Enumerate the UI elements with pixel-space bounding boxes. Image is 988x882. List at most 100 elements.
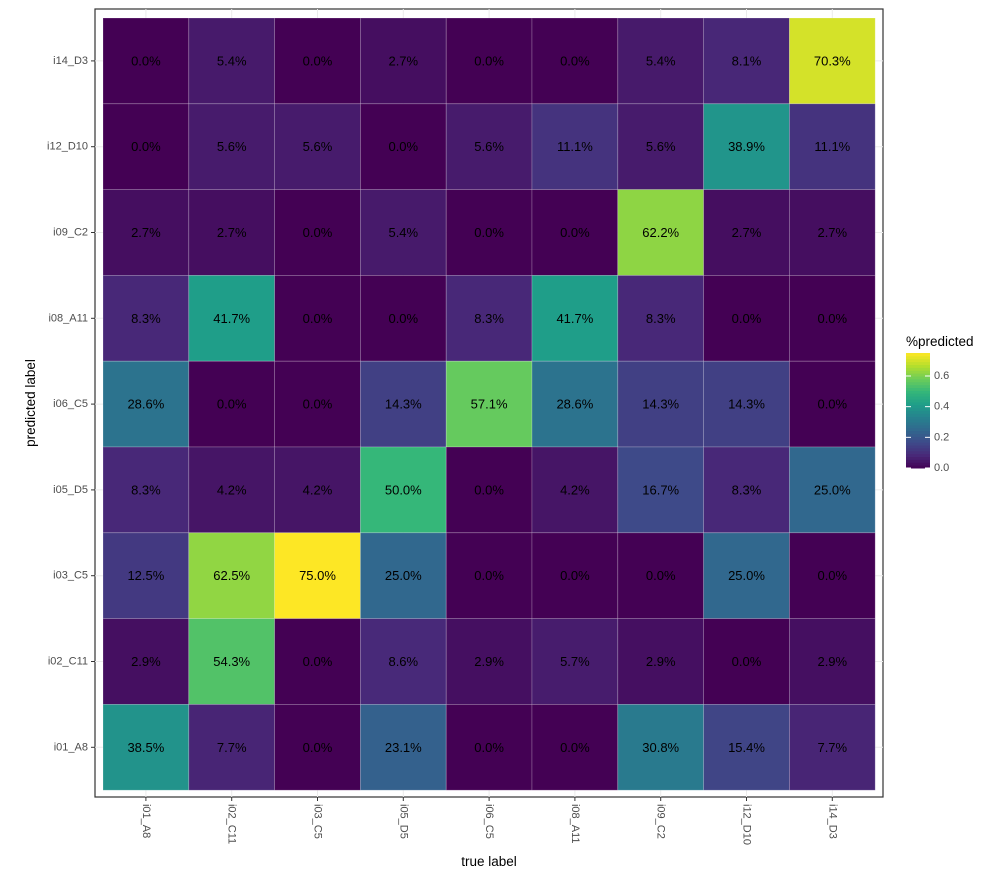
heatmap-tile <box>274 274 361 362</box>
legend-colorbar-segment <box>906 422 930 426</box>
tile-value-label: 2.9% <box>817 654 847 669</box>
heatmap-tile <box>445 618 533 705</box>
heatmap-tile <box>445 704 533 791</box>
legend-colorbar-segment <box>906 436 930 440</box>
heatmap-tile <box>703 446 790 534</box>
heatmap-tile <box>359 103 447 191</box>
heatmap-tile <box>703 103 790 191</box>
y-tick-label: i01_A8 <box>54 741 88 753</box>
heatmap-tile <box>789 618 876 705</box>
heatmap-tile <box>359 189 447 276</box>
tile-value-label: 70.3% <box>814 53 851 68</box>
heatmap-tile <box>703 17 790 105</box>
legend-colorbar-segment <box>906 427 930 432</box>
tile-value-label: 50.0% <box>385 482 422 497</box>
tile-value-label: 2.9% <box>474 654 504 669</box>
legend-tick-label: 0.0 <box>934 462 949 474</box>
heatmap-tile <box>617 17 704 105</box>
tile-value-label: 0.0% <box>732 654 762 669</box>
heatmap-tile <box>789 17 876 105</box>
heatmap-tile <box>274 189 361 276</box>
tile-value-label: 0.0% <box>817 397 847 412</box>
tile-value-label: 28.6% <box>127 397 164 412</box>
x-tick-label: i06_C5 <box>483 804 495 839</box>
tile-value-label: 12.5% <box>127 568 164 583</box>
heatmap-tile <box>617 532 704 619</box>
heatmap-tile <box>102 618 190 705</box>
heatmap-tile <box>445 17 533 105</box>
legend-colorbar-segment <box>906 378 930 383</box>
heatmap-tile <box>445 446 533 534</box>
tile-value-label: 0.0% <box>303 311 333 326</box>
tile-value-label: 5.6% <box>303 139 333 154</box>
tile-value-label: 75.0% <box>299 568 336 583</box>
tile-value-label: 0.0% <box>560 53 590 68</box>
heatmap-tile <box>102 360 190 448</box>
x-tick-label: i14_D3 <box>826 804 838 839</box>
heatmap-tile <box>359 360 447 448</box>
heatmap-tile <box>274 704 361 791</box>
legend-title: %predicted <box>906 334 974 349</box>
heatmap-tile <box>274 17 361 105</box>
heatmap-tile <box>531 274 619 362</box>
tile-value-label: 0.0% <box>303 225 333 240</box>
legend-colorbar-segment <box>906 387 930 391</box>
tile-value-label: 5.7% <box>560 654 590 669</box>
legend-colorbar-segment <box>906 453 930 457</box>
heatmap-tile <box>274 360 361 448</box>
heatmap-tile <box>789 532 876 619</box>
tile-value-label: 4.2% <box>560 482 590 497</box>
legend-colorbar-segment <box>906 413 930 417</box>
tile-value-label: 8.3% <box>131 482 161 497</box>
heatmap-tile <box>531 103 619 191</box>
y-tick-label: i12_D10 <box>47 141 88 153</box>
heatmap-tile <box>102 17 190 105</box>
tile-value-label: 11.1% <box>557 139 593 154</box>
heatmap-tile <box>188 532 276 619</box>
tile-value-label: 5.6% <box>646 139 676 154</box>
tile-value-label: 0.0% <box>303 53 333 68</box>
tile-value-label: 38.5% <box>127 740 164 755</box>
tile-value-label: 8.1% <box>732 53 762 68</box>
tile-value-label: 0.0% <box>560 568 590 583</box>
heatmap-tile <box>531 704 619 791</box>
heatmap-tile <box>703 704 790 791</box>
legend-colorbar-segment <box>906 353 930 357</box>
tile-value-label: 14.3% <box>728 397 765 412</box>
y-tick-label: i05_D5 <box>53 484 88 496</box>
legend-colorbar-segment <box>906 361 930 365</box>
legend-colorbar-segment <box>906 404 930 409</box>
tile-value-label: 4.2% <box>217 482 247 497</box>
tile-value-label: 16.7% <box>642 482 679 497</box>
legend-tick-label: 0.6 <box>934 370 949 382</box>
heatmap-tile <box>188 704 276 791</box>
tile-value-label: 0.0% <box>817 311 847 326</box>
tile-value-label: 15.4% <box>728 740 765 755</box>
tile-value-label: 7.7% <box>217 740 247 755</box>
heatmap-tile <box>617 704 704 791</box>
heatmap-tile <box>359 446 447 534</box>
legend-colorbar-segment <box>906 373 930 377</box>
tile-value-label: 5.4% <box>388 225 418 240</box>
heatmap-tile <box>102 189 190 276</box>
legend-colorbar-segment <box>906 367 930 371</box>
tile-value-label: 2.7% <box>817 225 847 240</box>
tile-value-label: 0.0% <box>474 225 504 240</box>
heatmap-tile <box>617 618 704 705</box>
x-tick-label: i08_A11 <box>569 804 581 844</box>
legend-tick-label: 0.4 <box>934 401 949 413</box>
heatmap-tile <box>531 189 619 276</box>
tile-value-label: 8.3% <box>732 482 762 497</box>
y-tick-label: i02_C11 <box>48 656 88 668</box>
tile-value-label: 5.4% <box>217 53 247 68</box>
heatmap-tile <box>274 446 361 534</box>
legend-colorbar-segment <box>906 401 930 406</box>
heatmap-tile <box>789 103 876 191</box>
tile-value-label: 0.0% <box>560 740 590 755</box>
legend-colorbar-segment <box>906 439 930 443</box>
tile-value-label: 8.3% <box>646 311 676 326</box>
heatmap-tile <box>789 189 876 276</box>
heatmap-tile <box>703 360 790 448</box>
tile-value-label: 0.0% <box>732 311 762 326</box>
tile-value-label: 0.0% <box>217 397 247 412</box>
